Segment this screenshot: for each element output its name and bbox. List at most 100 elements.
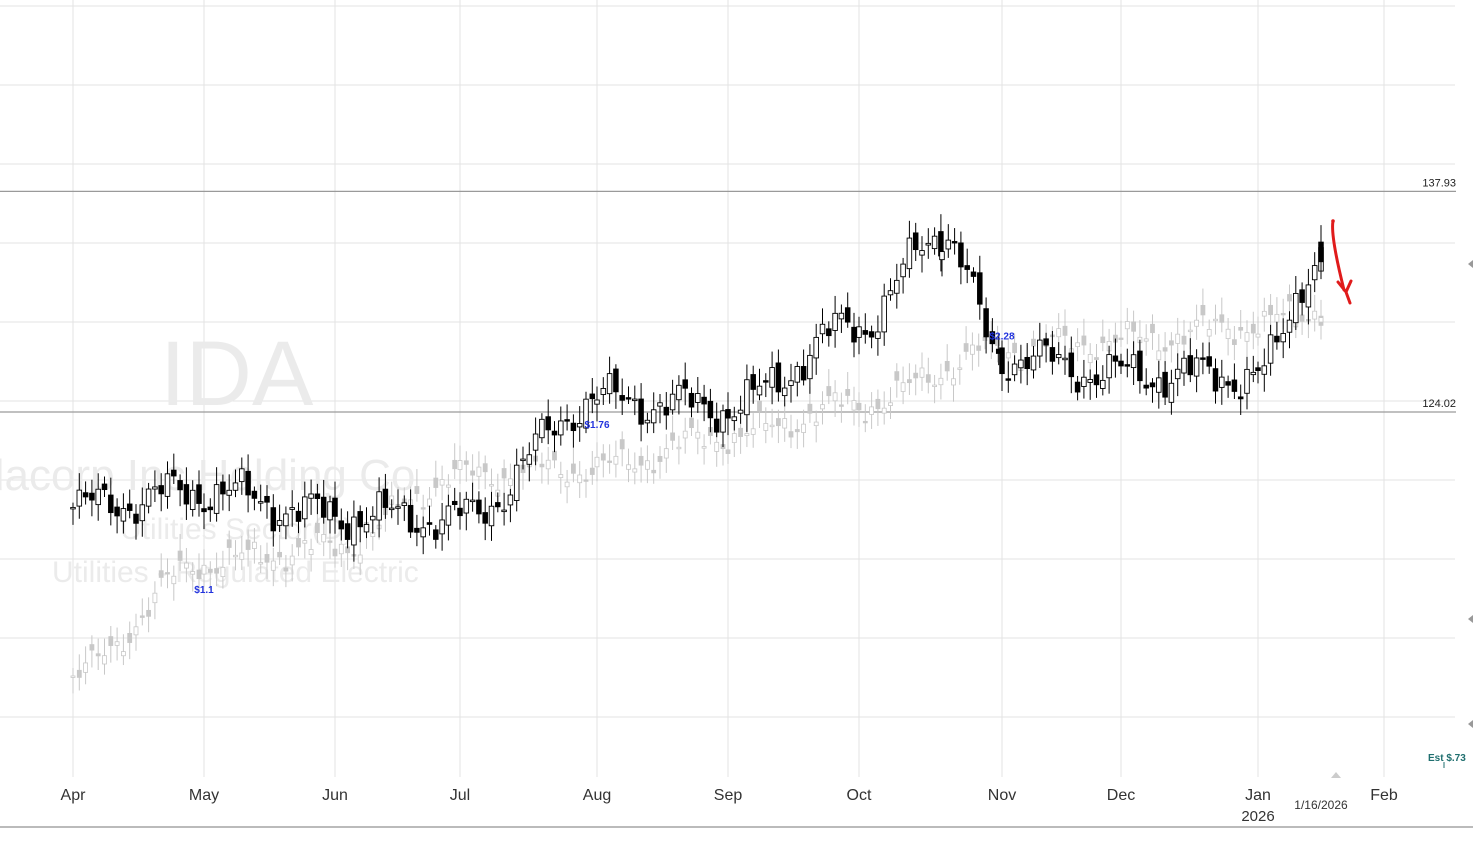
price-candle[interactable] — [800, 349, 807, 386]
price-candle[interactable] — [1168, 369, 1175, 415]
price-candle[interactable] — [257, 484, 264, 512]
price-candle[interactable] — [1219, 359, 1225, 405]
price-candle[interactable] — [332, 481, 338, 534]
price-candle[interactable] — [1100, 365, 1106, 396]
price-candle[interactable] — [520, 446, 526, 470]
price-candle[interactable] — [931, 227, 938, 255]
price-candle[interactable] — [1149, 378, 1156, 403]
price-candle[interactable] — [606, 356, 613, 404]
price-candle[interactable] — [451, 487, 458, 511]
price-candle[interactable] — [657, 394, 663, 424]
price-candle[interactable] — [114, 498, 120, 534]
price-candle[interactable] — [289, 490, 295, 527]
price-candle[interactable] — [251, 486, 258, 511]
price-candle[interactable] — [344, 511, 351, 549]
price-candle[interactable] — [532, 417, 539, 466]
price-candle[interactable] — [245, 454, 251, 513]
price-candle[interactable] — [320, 479, 327, 524]
price-candle[interactable] — [564, 404, 570, 431]
price-candle[interactable] — [713, 402, 720, 438]
price-candle[interactable] — [239, 457, 245, 495]
price-candle[interactable] — [382, 473, 389, 519]
price-candle[interactable] — [958, 231, 964, 285]
price-candle[interactable] — [844, 292, 851, 328]
price-candle[interactable] — [1055, 342, 1062, 365]
price-candle[interactable] — [226, 474, 232, 512]
price-candle[interactable] — [1156, 360, 1162, 409]
price-candle[interactable] — [750, 365, 756, 404]
price-candle[interactable] — [1037, 322, 1043, 368]
price-candle[interactable] — [338, 508, 345, 541]
price-candle[interactable] — [632, 385, 638, 416]
price-candle[interactable] — [731, 406, 738, 431]
price-candle[interactable] — [613, 364, 619, 409]
price-candle[interactable] — [513, 448, 520, 512]
price-candle[interactable] — [600, 377, 607, 405]
price-candle[interactable] — [983, 297, 989, 354]
price-candle[interactable] — [1074, 375, 1081, 401]
price-candle[interactable] — [676, 375, 682, 415]
price-candle[interactable] — [794, 361, 801, 397]
price-candle[interactable] — [507, 488, 514, 523]
annotation-arrow[interactable] — [1331, 219, 1353, 305]
price-candle[interactable] — [1231, 363, 1238, 399]
price-candle[interactable] — [139, 487, 146, 537]
price-candle[interactable] — [196, 470, 202, 517]
price-candle[interactable] — [856, 316, 862, 355]
dividend-label[interactable]: $1.76 — [584, 420, 609, 431]
price-candle[interactable] — [663, 392, 670, 430]
price-candle[interactable] — [1143, 368, 1149, 396]
dividend-label[interactable]: $1.1 — [194, 585, 214, 596]
price-candle[interactable] — [158, 473, 164, 512]
price-candle[interactable] — [1030, 345, 1037, 379]
price-candle[interactable] — [76, 473, 83, 519]
price-candle[interactable] — [1137, 339, 1143, 394]
price-candle[interactable] — [283, 506, 289, 540]
price-candle[interactable] — [264, 485, 270, 519]
price-candle[interactable] — [207, 498, 214, 522]
price-candle[interactable] — [70, 502, 76, 525]
scroll-caret-icon[interactable] — [1468, 615, 1473, 623]
price-candle[interactable] — [583, 391, 589, 434]
price-candle[interactable] — [1286, 311, 1293, 349]
price-candle[interactable] — [925, 228, 932, 259]
price-candle[interactable] — [725, 392, 731, 436]
price-candle[interactable] — [1124, 348, 1131, 378]
price-candle[interactable] — [1293, 276, 1299, 330]
scroll-caret-icon[interactable] — [1468, 720, 1473, 728]
price-candle[interactable] — [951, 228, 958, 255]
price-candle[interactable] — [1087, 369, 1093, 400]
price-candle[interactable] — [1237, 384, 1244, 415]
price-candle[interactable] — [420, 516, 426, 555]
price-candle[interactable] — [1255, 361, 1261, 384]
price-candle[interactable] — [495, 492, 501, 513]
price-candle[interactable] — [183, 467, 190, 520]
price-candle[interactable] — [1112, 338, 1119, 378]
price-candle[interactable] — [650, 392, 657, 434]
price-candle[interactable] — [439, 502, 445, 551]
price-candle[interactable] — [989, 318, 996, 353]
price-candle[interactable] — [232, 469, 239, 498]
price-candle[interactable] — [862, 313, 869, 344]
price-candle[interactable] — [1311, 252, 1318, 293]
price-candle[interactable] — [1193, 349, 1200, 393]
price-candle[interactable] — [395, 489, 401, 525]
price-candle[interactable] — [1318, 225, 1324, 279]
price-candle[interactable] — [919, 236, 925, 273]
price-candle[interactable] — [82, 481, 89, 505]
price-candle[interactable] — [1049, 330, 1056, 375]
price-candle[interactable] — [1043, 332, 1049, 363]
price-candle[interactable] — [1244, 356, 1250, 410]
price-candle[interactable] — [826, 321, 832, 347]
price-candle[interactable] — [977, 255, 983, 320]
price-candle[interactable] — [781, 376, 788, 407]
price-candle[interactable] — [558, 406, 564, 446]
price-candle[interactable] — [426, 505, 433, 536]
price-candle[interactable] — [295, 502, 302, 534]
price-candle[interactable] — [1305, 268, 1312, 325]
price-candle[interactable] — [625, 386, 632, 405]
price-candle[interactable] — [807, 344, 813, 394]
price-candle[interactable] — [1062, 345, 1068, 375]
price-candle[interactable] — [270, 494, 277, 547]
